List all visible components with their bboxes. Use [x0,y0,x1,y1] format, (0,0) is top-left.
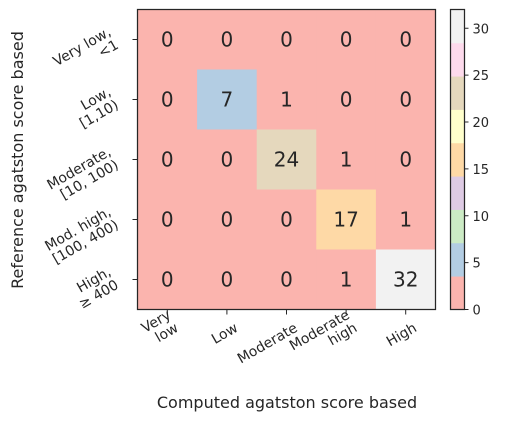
heatmap-cell [197,69,258,130]
cell-value-label: 0 [399,148,412,172]
heatmap-cell [137,129,198,190]
heatmap-cell [197,249,258,310]
heatmap-cell [316,69,377,130]
colorbar-tick-label: 5 [473,257,481,272]
heatmap-cell [316,249,377,310]
cell-value-label: 0 [340,28,353,52]
y-tick-label: High,≥ 400 [69,264,122,312]
heatmap-cells [137,9,436,310]
colorbar-frame [449,8,466,311]
cell-value-label: 0 [161,208,174,232]
colorbar-segment [450,209,465,244]
heatmap-cell [137,9,198,70]
heatmap-cell [256,249,317,310]
colorbar-tick-label: 15 [473,163,490,178]
colorbar-segment [450,176,465,210]
heatmap-cell [197,129,258,190]
cell-value-label: 0 [221,208,234,232]
cell-value-label: 1 [340,268,353,292]
cell-value-label: 0 [221,268,234,292]
cell-value-label: 0 [161,88,174,112]
cell-value-label: 1 [399,208,412,232]
heatmap-cell [137,189,198,250]
heatmap-cell [316,189,377,250]
cell-value-label: 0 [399,88,412,112]
colorbar-tick-label: 30 [473,22,490,37]
y-tick-label: Mod. high,[100, 400) [42,204,121,268]
x-tick-label: High [384,320,420,350]
cell-value-label: 0 [280,208,293,232]
heatmap-cell [256,129,317,190]
x-tick-label: Moderatehigh [287,307,360,367]
colorbar-segment [450,42,465,77]
y-tick-label: Very low,<1 [51,24,122,83]
colorbar-segment [450,276,465,310]
heatmap-cell [197,9,258,70]
cell-value-label: 1 [340,148,353,172]
heatmap-cell [256,189,317,250]
heatmap-cell [316,9,377,70]
cell-value-label: 0 [280,268,293,292]
colorbar-segment [450,142,465,177]
colorbar-segment [450,9,465,44]
heatmap-cell [137,249,198,310]
colorbar-segment [450,109,465,144]
cell-value-label: 0 [161,148,174,172]
heatmap-cell [316,129,377,190]
cell-value-label: 32 [393,268,418,292]
colorbar-tick-label: 25 [473,69,490,84]
cell-value-label: 7 [221,88,234,112]
y-tick-label: Moderate,[10, 100) [44,144,121,206]
cell-value-label: 0 [399,28,412,52]
cell-value-label: 0 [161,28,174,52]
x-axis-title: Computed agatston score based [157,393,417,412]
heatmap-cell [137,69,198,130]
cell-value-label: 17 [333,208,358,232]
colorbar-tick-label: 0 [473,304,481,319]
x-tick-label: Verylow [139,307,181,349]
cell-value-label: 24 [274,148,299,172]
colorbar-tick-label: 10 [473,210,490,225]
colorbar: 0 5 10 15 20 25 30 [449,8,490,319]
heatmap-cell [375,249,436,310]
y-tick-label: Low,[1,10) [70,84,122,132]
heatmap-cell [256,69,317,130]
cell-value-label: 1 [280,88,293,112]
cell-value-label: 0 [340,88,353,112]
cell-value-label: 0 [280,28,293,52]
heatmap-cell [197,189,258,250]
colorbar-segment [450,76,465,110]
heatmap-cell [375,129,436,190]
x-tick-label: Low [209,320,241,348]
heatmap-cell [256,9,317,70]
heatmap-cell-labels: 0 0 0 0 0 0 7 1 0 0 0 0 24 1 0 0 0 0 17 1 0 0 0 1 32 [161,28,418,292]
colorbar-tick-label: 20 [473,116,490,131]
plot-frame [136,8,437,311]
heatmap-cell [375,9,436,70]
heatmap-cell [375,69,436,130]
y-axis-title: Reference agatston score based [8,31,27,289]
cell-value-label: 0 [161,268,174,292]
cell-value-label: 0 [221,28,234,52]
colorbar-segment [450,242,465,277]
cell-value-label: 0 [221,148,234,172]
heatmap-cell [375,189,436,250]
